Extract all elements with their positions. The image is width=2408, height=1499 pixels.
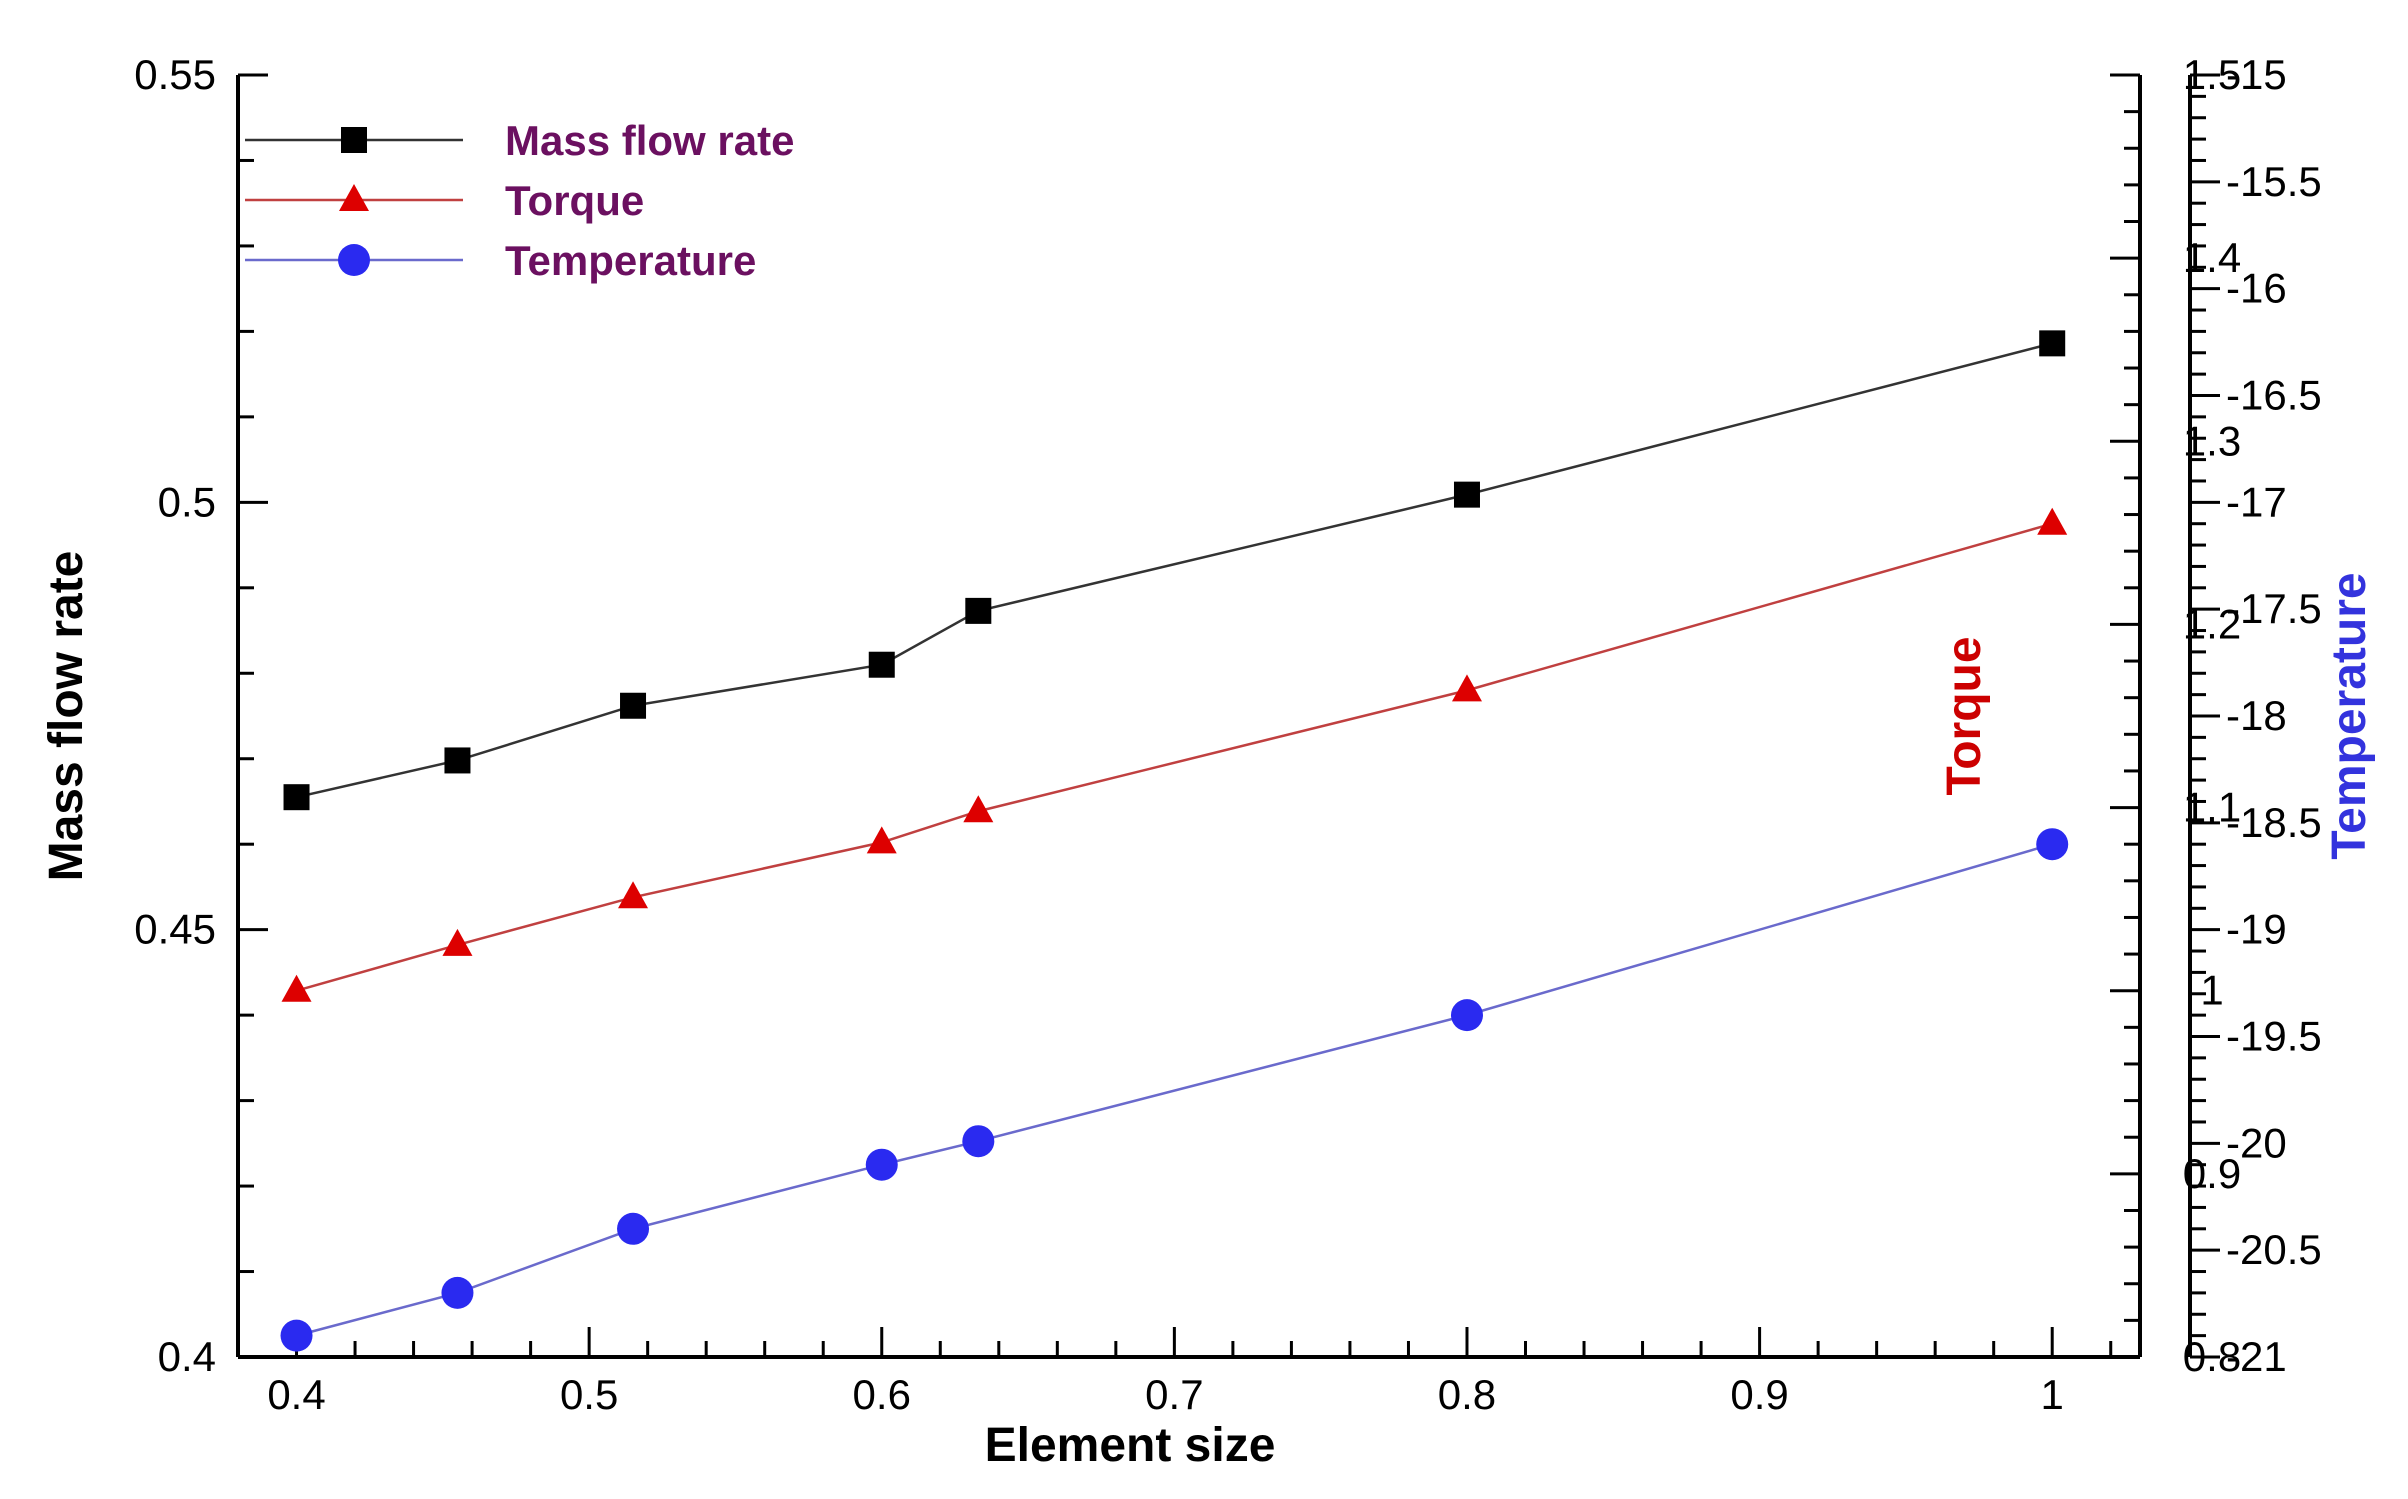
data-point	[962, 1125, 995, 1158]
legend-marker	[338, 244, 370, 276]
torque-axis-title: Torque	[1938, 636, 1991, 795]
data-point	[868, 651, 895, 678]
legend-label: Temperature	[505, 237, 756, 284]
torque-tick-label: 1.3	[2183, 417, 2241, 464]
temperature-tick-label: -20	[2226, 1119, 2287, 1166]
data-point	[1453, 481, 1480, 508]
temperature-tick-label: -19.5	[2226, 1013, 2322, 1060]
temperature-tick-label: -17	[2226, 478, 2287, 525]
left-axis-title: Mass flow rate	[40, 551, 93, 882]
legend-marker	[339, 184, 369, 211]
x-tick-label: 1	[2041, 1371, 2064, 1418]
data-point	[442, 928, 473, 956]
temperature-tick-label: -17.5	[2226, 585, 2322, 632]
temperature-tick-label: -21	[2226, 1333, 2287, 1380]
series-temperature	[280, 828, 2069, 1352]
legend-label: Mass flow rate	[505, 117, 794, 164]
temperature-tick-label: -16.5	[2226, 372, 2322, 419]
x-tick-label: 0.7	[1145, 1371, 1203, 1418]
data-point	[280, 1319, 313, 1352]
x-tick-label: 0.6	[853, 1371, 911, 1418]
series-mass-flow-rate	[283, 330, 2066, 811]
legend-label: Torque	[505, 177, 644, 224]
x-tick-label: 0.4	[267, 1371, 325, 1418]
data-point	[283, 784, 310, 811]
left-tick-label: 0.5	[158, 478, 216, 525]
x-tick-label: 0.9	[1730, 1371, 1788, 1418]
left-tick-label: 0.55	[134, 51, 216, 98]
series-torque	[281, 507, 2068, 1002]
series-layer	[280, 330, 2069, 1352]
series-line	[296, 342, 2053, 799]
data-point	[866, 826, 897, 854]
temperature-tick-label: -18	[2226, 692, 2287, 739]
x-axis-title: Element size	[985, 1419, 1276, 1472]
data-point	[618, 881, 649, 909]
data-point	[1451, 674, 1482, 702]
data-point	[2036, 828, 2069, 861]
data-point	[1450, 999, 1483, 1032]
left-tick-label: 0.4	[158, 1333, 216, 1380]
axes-layer: 0.4 0.5 0.6 0.7 0.8 0.9 10.40.450.50.550.80.91…	[134, 51, 2321, 1418]
data-point	[2039, 330, 2066, 357]
data-point	[444, 747, 471, 774]
temperature-tick-label: -18.5	[2226, 799, 2322, 846]
temperature-tick-label: -16	[2226, 265, 2287, 312]
x-tick-label: 0.8	[1438, 1371, 1496, 1418]
legend: Mass flow rate Torque Temperature	[245, 117, 794, 284]
temperature-axis-title: Temperature	[2323, 572, 2376, 859]
temperature-tick-label: -15	[2226, 51, 2287, 98]
x-tick-label: 0.5	[560, 1371, 618, 1418]
torque-tick-label: 1.4	[2183, 234, 2241, 281]
torque-tick-label: 1	[2200, 967, 2223, 1014]
data-point	[865, 1148, 898, 1181]
torque-tick-label: 0.9	[2183, 1150, 2241, 1197]
data-point	[617, 1212, 650, 1245]
data-point	[2037, 507, 2068, 535]
left-tick-label: 0.45	[134, 906, 216, 953]
data-point	[965, 597, 992, 624]
temperature-tick-label: -20.5	[2226, 1226, 2322, 1273]
data-point	[620, 692, 647, 719]
data-point	[441, 1276, 474, 1309]
temperature-tick-label: -19	[2226, 906, 2287, 953]
temperature-tick-label: -15.5	[2226, 158, 2322, 205]
legend-marker	[341, 127, 367, 153]
data-point	[963, 795, 994, 823]
data-point	[281, 974, 312, 1002]
